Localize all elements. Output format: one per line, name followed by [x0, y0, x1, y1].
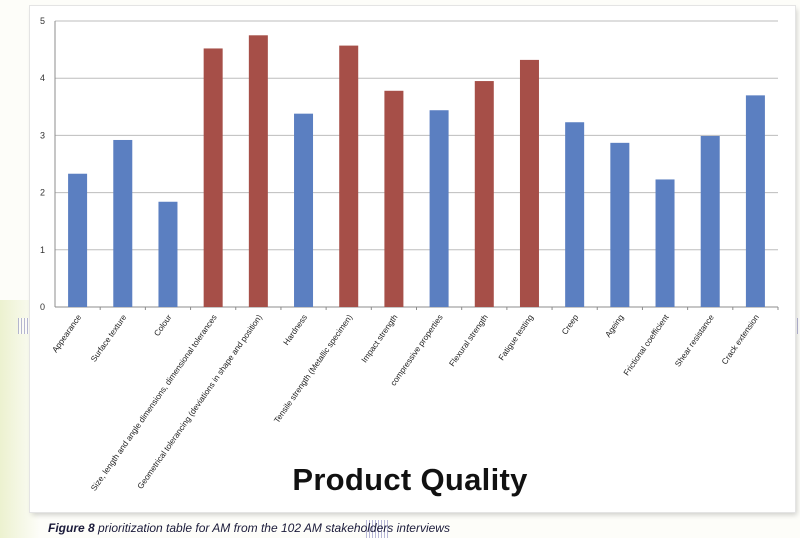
- bar: [68, 173, 88, 307]
- y-tick-label: 0: [40, 302, 45, 312]
- y-tick-label: 4: [40, 73, 45, 83]
- bar: [474, 81, 494, 307]
- x-tick-label: Surface texture: [89, 313, 128, 364]
- bar: [384, 90, 404, 307]
- x-tick-label: Flexural strength: [448, 313, 491, 368]
- caption-text: prioritization table for AM from the 102…: [94, 521, 450, 535]
- bar: [700, 135, 720, 307]
- bar: [429, 110, 449, 308]
- x-tick-label: Ageing: [603, 313, 625, 339]
- chart-title-box: Product Quality: [270, 456, 550, 504]
- decorative-stripe: [366, 520, 388, 538]
- x-tick-label: Shear resistance: [673, 313, 716, 369]
- x-tick-label: Appearance: [51, 313, 84, 355]
- bar: [339, 45, 359, 307]
- chart-title: Product Quality: [292, 462, 528, 497]
- bar: [655, 179, 675, 307]
- x-tick-label: Tensile strength (Metallic specimen): [272, 313, 354, 425]
- bar: [565, 122, 585, 307]
- x-tick-label: Crack extension: [720, 313, 761, 367]
- bar: [113, 139, 133, 307]
- bar: [610, 142, 630, 307]
- x-tick-label: Creep: [560, 313, 580, 337]
- x-tick-label: Fatigue testing: [497, 313, 535, 363]
- x-tick-label: Hardness: [282, 313, 309, 347]
- bar: [745, 95, 765, 307]
- figure-label: Figure 8: [48, 521, 95, 535]
- y-tick-label: 5: [40, 16, 45, 26]
- y-tick-label: 3: [40, 130, 45, 140]
- x-tick-label: Frictional coefficient: [622, 312, 671, 377]
- bar: [248, 35, 268, 308]
- y-tick-label: 2: [40, 188, 45, 198]
- x-tick-label: Impact strength: [360, 313, 400, 365]
- bar: [519, 59, 539, 308]
- x-tick-label: compressive properties: [389, 313, 445, 387]
- bar: [158, 201, 178, 307]
- bar: [203, 48, 223, 308]
- bar: [294, 113, 314, 307]
- x-tick-label: Colour: [152, 313, 173, 338]
- chart-frame: 0 1 2 3 4 5 Appearance Surface texture Colour Siz…: [30, 6, 795, 512]
- figure-caption: Figure 8 prioritization table for AM fro…: [48, 521, 450, 535]
- y-tick-label: 1: [40, 245, 45, 255]
